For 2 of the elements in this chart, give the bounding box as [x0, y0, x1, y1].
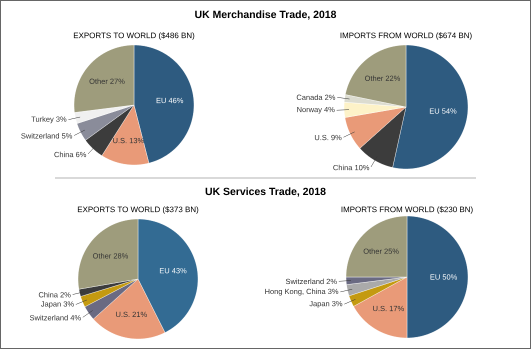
text: UK Merchandise Trade, 2018 [195, 10, 336, 20]
text: UK Services Trade, 2018 [206, 187, 326, 197]
